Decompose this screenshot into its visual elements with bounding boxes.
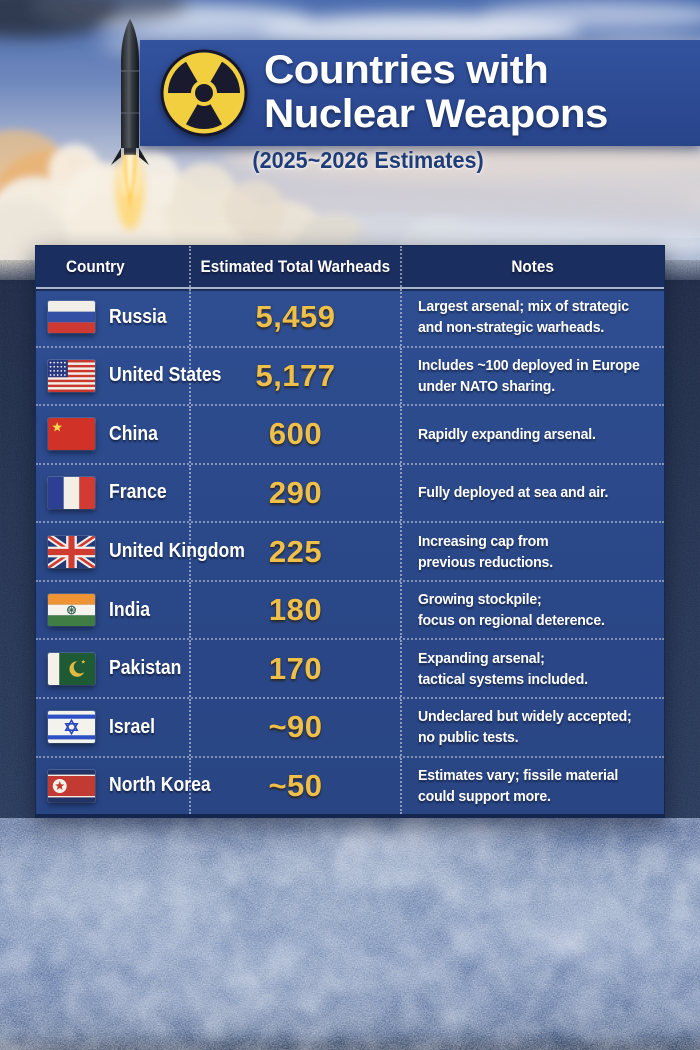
subtitle: (2025~2026 Estimates)	[252, 147, 484, 173]
warhead-count: 225	[268, 533, 323, 569]
notes-line: tactical systems included.	[418, 670, 588, 688]
notes-line: no public tests.	[418, 729, 519, 747]
warhead-count: ~50	[268, 767, 323, 803]
country-cell: United States	[36, 347, 221, 405]
country-name: France	[109, 481, 167, 504]
country-cell: Russia	[36, 289, 191, 346]
warhead-count: 170	[268, 650, 323, 686]
table-row: United Kingdom 225 Increasing cap from pr…	[36, 521, 664, 580]
warheads-cell: ~90	[191, 698, 402, 756]
warheads-table: Country Estimated Total Warheads Notes R…	[35, 245, 665, 818]
table-row: Israel ~90 Undeclared but widely accepte…	[36, 696, 664, 756]
flag-north-korea-icon	[48, 769, 95, 802]
notes-line: previous reductions.	[418, 553, 553, 571]
table-row: France 290 Fully deployed at sea and air…	[36, 462, 664, 522]
country-name: Pakistan	[109, 657, 182, 680]
flag-china-icon	[48, 418, 95, 451]
flag-israel-icon	[48, 711, 95, 744]
table-row: Russia 5,459 Largest arsenal; mix of str…	[36, 289, 664, 346]
notes-line: Estimates vary; fissile material	[418, 766, 619, 784]
warheads-cell: 180	[191, 581, 402, 639]
country-cell: China	[36, 406, 191, 463]
notes-cell: Undeclared but widely accepted; no public…	[402, 699, 664, 756]
warheads-cell: 225	[191, 523, 402, 580]
table-body: Russia 5,459 Largest arsenal; mix of str…	[36, 289, 664, 815]
column-header-country: Country	[36, 246, 191, 287]
title-line1: Countries with	[264, 48, 549, 92]
flag-united-states-icon	[48, 359, 95, 392]
country-name: United States	[109, 364, 222, 387]
notes-cell: Estimates vary; fissile material could su…	[402, 758, 664, 815]
country-cell: Israel	[36, 698, 191, 756]
title-banner: Countries with Nuclear Weapons	[140, 40, 700, 146]
radiation-icon	[160, 49, 248, 137]
warheads-cell: 600	[191, 406, 402, 463]
column-header-notes: Notes	[511, 256, 555, 276]
notes-line: Increasing cap from	[418, 532, 549, 550]
country-name: China	[109, 422, 158, 445]
warheads-cell: 290	[191, 464, 402, 522]
frost-texture	[0, 818, 700, 1050]
warhead-count: 290	[268, 474, 323, 510]
warheads-cell: 5,459	[191, 289, 402, 346]
warheads-cell: ~50	[191, 757, 402, 815]
notes-line: Rapidly expanding arsenal.	[418, 425, 596, 443]
country-cell: India	[36, 581, 191, 639]
country-name: Israel	[109, 715, 155, 738]
warhead-count: 5,459	[255, 299, 336, 335]
country-cell: United Kingdom	[36, 523, 245, 580]
column-header-warheads: Estimated Total Warheads	[191, 246, 402, 287]
notes-cell: Fully deployed at sea and air.	[402, 465, 664, 522]
notes-cell: Growing stockpile; focus on regional dete…	[402, 582, 664, 639]
notes-cell: Rapidly expanding arsenal.	[402, 406, 664, 463]
warhead-count: 180	[268, 592, 323, 628]
table-header-row: Country Estimated Total Warheads Notes	[36, 246, 664, 289]
notes-cell: Increasing cap from previous reductions.	[402, 523, 664, 580]
notes-line: Undeclared but widely accepted;	[418, 708, 632, 726]
table-row: India 180 Growing stockpile; focus on reg…	[36, 579, 664, 639]
title-line2: Nuclear Weapons	[264, 92, 608, 136]
notes-line: Expanding arsenal;	[418, 649, 545, 667]
warhead-count: 5,177	[255, 357, 336, 393]
warhead-count: ~90	[268, 709, 323, 745]
notes-line: could support more.	[418, 787, 551, 805]
notes-cell: Expanding arsenal; tactical systems inclu…	[402, 640, 664, 697]
flag-united-kingdom-icon	[48, 535, 95, 568]
country-name: Russia	[109, 305, 167, 328]
flag-russia-icon	[48, 301, 95, 334]
hero-scene: Countries with Nuclear Weapons (2025~202…	[0, 0, 700, 280]
flag-pakistan-icon	[48, 652, 95, 685]
country-cell: France	[36, 464, 191, 522]
notes-line: Fully deployed at sea and air.	[418, 484, 609, 502]
notes-cell: Largest arsenal; mix of strategic and non…	[402, 289, 664, 346]
table-row: China 600 Rapidly expanding arsenal.	[36, 404, 664, 463]
flag-india-icon	[48, 594, 95, 627]
country-cell: North Korea	[36, 757, 211, 815]
country-cell: Pakistan	[36, 640, 191, 697]
warheads-cell: 170	[191, 640, 402, 697]
flag-france-icon	[48, 476, 95, 509]
warheads-cell: 5,177	[191, 347, 402, 405]
country-name: United Kingdom	[109, 540, 245, 563]
notes-line: Largest arsenal; mix of strategic	[418, 298, 629, 316]
warhead-count: 600	[268, 416, 323, 452]
notes-line: focus on regional deterence.	[418, 612, 605, 630]
notes-cell: Includes ~100 deployed in Europe under NA…	[402, 348, 664, 405]
frost-background	[0, 818, 700, 1050]
notes-line: Growing stockpile;	[418, 591, 542, 609]
country-name: North Korea	[109, 774, 211, 797]
table-row: Pakistan 170 Expanding arsenal; tactical …	[36, 638, 664, 697]
country-name: India	[109, 598, 151, 621]
missile	[111, 19, 149, 230]
notes-line: under NATO sharing.	[418, 377, 555, 395]
table-row: North Korea ~50 Estimates vary; fissile …	[36, 755, 664, 815]
table-row: United States 5,177 Includes ~100 deploy…	[36, 345, 664, 405]
notes-line: and non-strategic warheads.	[418, 319, 605, 337]
notes-line: Includes ~100 deployed in Europe	[418, 356, 640, 374]
